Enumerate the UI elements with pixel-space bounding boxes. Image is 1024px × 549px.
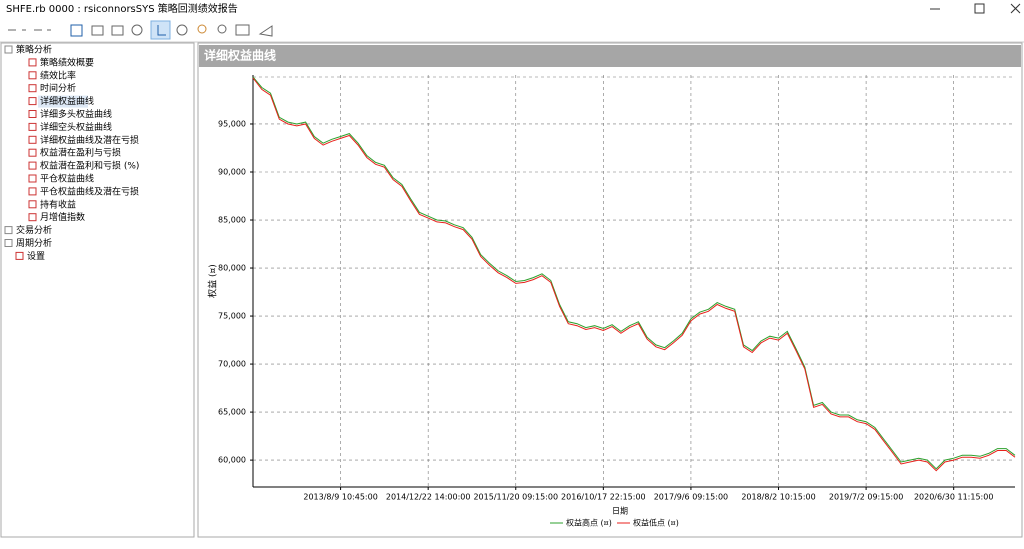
x-tick-label: 2019/7/2 09:15:00 bbox=[829, 493, 903, 502]
tree-icon bbox=[28, 84, 37, 93]
y-axis-label: 权益 (¤) bbox=[207, 264, 219, 298]
tree-node[interactable]: 设置 bbox=[27, 251, 45, 262]
tree-node[interactable]: 策略分析 bbox=[16, 44, 52, 56]
y-tick-label: 75,000 bbox=[218, 312, 246, 321]
tree-icon bbox=[28, 71, 37, 80]
tree-item[interactable]: 平仓权益曲线 bbox=[40, 173, 94, 185]
tree-icon bbox=[28, 213, 37, 222]
tree-icon bbox=[28, 161, 37, 170]
legend-label: 权益高点 (¤) bbox=[566, 518, 612, 528]
x-tick-label: 2017/9/6 09:15:00 bbox=[654, 493, 728, 502]
y-tick-label: 60,000 bbox=[218, 456, 246, 465]
y-tick-label: 90,000 bbox=[218, 167, 246, 176]
expander[interactable] bbox=[4, 45, 13, 54]
tree-item[interactable]: 平仓权益曲线及潜在亏损 bbox=[40, 185, 139, 197]
window-title: SHFE.rb 0000 : rsiconnorsSYS 策略回测绩效报告 bbox=[6, 2, 238, 15]
tree-icon bbox=[28, 148, 37, 157]
y-tick-label: 80,000 bbox=[218, 264, 246, 273]
tree-item[interactable]: 权益潜在盈利和亏损 (%) bbox=[40, 160, 139, 172]
panel-title: 详细权益曲线 bbox=[204, 48, 276, 63]
y-tick-label: 70,000 bbox=[218, 360, 246, 369]
tree-icon bbox=[28, 122, 37, 131]
tree-icon bbox=[28, 110, 37, 118]
tree-icon bbox=[28, 174, 37, 183]
expander[interactable] bbox=[4, 239, 13, 247]
panel-header bbox=[199, 45, 1021, 67]
tree-item[interactable]: 策略绩效概要 bbox=[40, 56, 94, 68]
tree-node[interactable]: 周期分析 bbox=[16, 237, 52, 249]
tree-icon bbox=[28, 200, 37, 209]
y-tick-label: 85,000 bbox=[218, 216, 246, 225]
tree-item[interactable]: 持有收益 bbox=[40, 198, 76, 210]
legend-label: 权益低点 (¤) bbox=[633, 518, 679, 528]
tree-node[interactable]: 交易分析 bbox=[16, 224, 52, 236]
window-controls[interactable] bbox=[930, 3, 1021, 14]
report-panel bbox=[197, 42, 1023, 538]
x-tick-label: 2013/8/9 10:45:00 bbox=[303, 493, 377, 502]
tree-item[interactable]: 时间分析 bbox=[40, 82, 76, 94]
tree-icon bbox=[28, 187, 37, 196]
x-tick-label: 2018/8/2 10:15:00 bbox=[741, 493, 815, 502]
tree-icon bbox=[28, 97, 37, 106]
equity-line bbox=[252, 77, 1016, 472]
toolbar[interactable] bbox=[8, 20, 273, 40]
tree-item[interactable]: 绩效比率 bbox=[40, 69, 76, 81]
tree-item[interactable]: 详细权益曲线及潜在亏损 bbox=[40, 134, 139, 146]
y-tick-label: 95,000 bbox=[218, 119, 246, 128]
tree-item[interactable]: 详细权益曲线 bbox=[40, 95, 94, 107]
equity-line bbox=[252, 76, 1016, 470]
x-tick-label: 2020/6/30 11:15:00 bbox=[914, 493, 994, 502]
expander[interactable] bbox=[4, 226, 13, 235]
y-tick-label: 65,000 bbox=[218, 408, 246, 417]
x-axis-label: 日期 bbox=[612, 507, 628, 516]
x-tick-label: 2014/12/22 14:00:00 bbox=[386, 493, 471, 502]
x-tick-label: 2016/10/17 22:15:00 bbox=[561, 493, 646, 502]
tree-item[interactable]: 详细多头权益曲线 bbox=[40, 108, 112, 120]
tree-icon bbox=[28, 58, 37, 67]
tree-item[interactable]: 权益潜在盈利与亏损 bbox=[40, 147, 121, 159]
tree-item[interactable]: 详细空头权益曲线 bbox=[40, 121, 112, 133]
tree-icon bbox=[28, 135, 37, 144]
tree-icon bbox=[15, 251, 24, 260]
x-tick-label: 2015/11/20 09:15:00 bbox=[473, 493, 558, 502]
selection bbox=[38, 95, 88, 108]
tree-item[interactable]: 月增值指数 bbox=[40, 211, 85, 223]
